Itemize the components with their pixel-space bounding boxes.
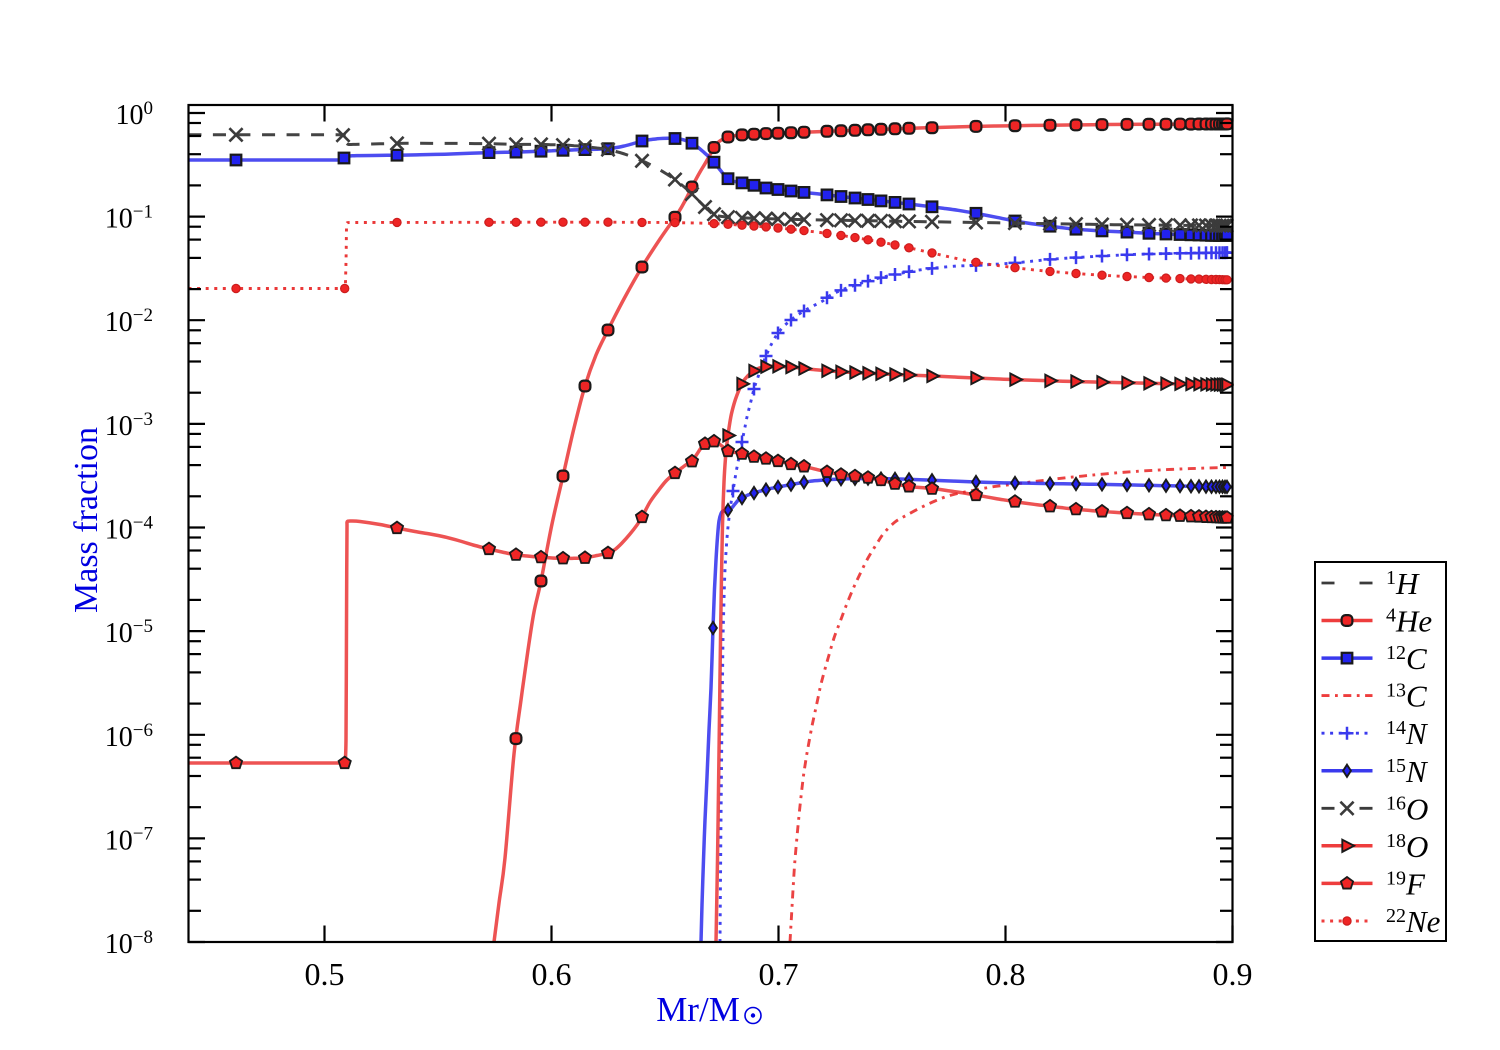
svg-text:16O: 16O: [1386, 791, 1428, 826]
svg-text:4He: 4He: [1386, 604, 1432, 639]
svg-text:100: 100: [116, 98, 154, 131]
svg-text:0.5: 0.5: [305, 956, 345, 992]
svg-text:0.7: 0.7: [759, 956, 799, 992]
svg-text:1H: 1H: [1386, 566, 1420, 601]
svg-text:18O: 18O: [1386, 829, 1428, 864]
svg-text:Mass fraction: Mass fraction: [68, 427, 105, 613]
svg-text:10−4: 10−4: [105, 513, 154, 546]
svg-text:Mr/M: Mr/M: [656, 990, 740, 1029]
svg-text:10−3: 10−3: [105, 409, 153, 442]
svg-text:0.9: 0.9: [1213, 956, 1253, 992]
svg-text:19F: 19F: [1386, 866, 1426, 901]
svg-text:14N: 14N: [1386, 716, 1429, 751]
svg-text:10−6: 10−6: [105, 720, 153, 753]
svg-text:15N: 15N: [1386, 754, 1429, 789]
svg-text:10−8: 10−8: [105, 927, 153, 960]
svg-text:0.6: 0.6: [532, 956, 572, 992]
svg-text:13C: 13C: [1386, 679, 1427, 714]
svg-text:10−2: 10−2: [105, 305, 153, 338]
svg-text:10−7: 10−7: [105, 823, 153, 856]
svg-text:0.8: 0.8: [986, 956, 1026, 992]
svg-text:12C: 12C: [1386, 641, 1427, 676]
svg-text:22Ne: 22Ne: [1386, 904, 1441, 939]
svg-text:10−1: 10−1: [105, 202, 153, 235]
svg-text:10−5: 10−5: [105, 616, 153, 649]
